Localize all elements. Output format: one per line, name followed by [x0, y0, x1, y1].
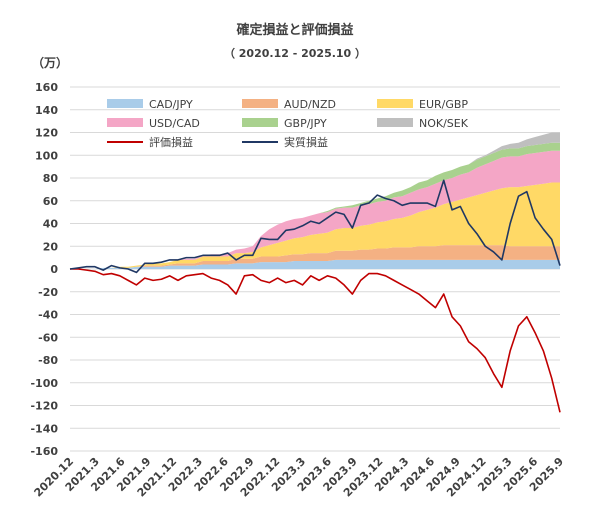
- chart-title: 確定損益と評価損益: [236, 22, 353, 38]
- legend: CAD/JPY AUD/NZD EUR/GBP USD/CAD GBP/JPY NOK/S…: [107, 98, 469, 149]
- area-series-usd-cad: [70, 150, 560, 269]
- area-series-aud-nzd: [70, 245, 560, 269]
- y-tick-label: -60: [38, 331, 58, 344]
- legend-swatch: [107, 99, 143, 108]
- y-tick-label: 120: [35, 127, 58, 140]
- legend-label: GBP/JPY: [284, 117, 327, 130]
- line-series-unrealized: [70, 268, 561, 413]
- y-axis-unit-label: （万）: [32, 55, 68, 70]
- y-tick-label: 80: [43, 172, 59, 185]
- legend-label: CAD/JPY: [149, 98, 193, 111]
- y-tick-label: -140: [30, 422, 58, 435]
- y-tick-label: -120: [30, 400, 58, 413]
- legend-label: USD/CAD: [149, 117, 200, 130]
- legend-label: 実質損益: [284, 135, 328, 149]
- gridlines: [70, 86, 560, 452]
- x-tick-labels: 2020.122021.32021.62021.92021.122022.320…: [31, 455, 566, 500]
- legend-swatch: [377, 118, 413, 127]
- legend-swatch: [377, 99, 413, 108]
- legend-item: NOK/SEK: [377, 117, 469, 130]
- y-tick-label: 60: [43, 195, 59, 208]
- y-tick-label: 20: [43, 240, 59, 253]
- stacked-areas: [70, 132, 560, 269]
- y-tick-label: -20: [38, 286, 58, 299]
- y-tick-label: 140: [35, 104, 58, 117]
- legend-label: 評価損益: [149, 135, 193, 149]
- legend-label: AUD/NZD: [284, 98, 336, 111]
- y-tick-label: 160: [35, 81, 58, 94]
- y-tick-label: 40: [43, 218, 59, 231]
- line-series-realized: [69, 179, 561, 274]
- legend-swatch: [242, 99, 278, 108]
- legend-item: 実質損益: [242, 135, 328, 149]
- line-series: [69, 179, 561, 413]
- y-tick-label: -80: [38, 354, 58, 367]
- area-series-nok-sek: [70, 132, 560, 269]
- legend-item: CAD/JPY: [107, 98, 193, 111]
- area-series-cad-jpy: [70, 259, 560, 269]
- area-series-eur-gbp: [70, 182, 560, 269]
- legend-item: 評価損益: [107, 135, 193, 149]
- chart-subtitle: （ 2020.12 - 2025.10 ）: [224, 47, 366, 60]
- y-tick-label: -40: [38, 309, 58, 322]
- legend-item: AUD/NZD: [242, 98, 336, 111]
- legend-swatch: [242, 118, 278, 127]
- y-tick-label: -160: [30, 445, 58, 458]
- area-series-gbp-jpy: [70, 142, 560, 269]
- legend-label: EUR/GBP: [419, 98, 468, 111]
- legend-swatch: [107, 118, 143, 127]
- y-tick-label: 0: [50, 263, 58, 276]
- y-tick-label: -100: [30, 377, 58, 390]
- legend-label: NOK/SEK: [419, 117, 469, 130]
- legend-item: EUR/GBP: [377, 98, 468, 111]
- y-tick-labels: 160 140 120 100 80 60 40 20 0 -20 -40 -60 -80 -100 -12…: [30, 81, 58, 458]
- legend-item: GBP/JPY: [242, 117, 327, 130]
- legend-item: USD/CAD: [107, 117, 200, 130]
- y-tick-label: 100: [35, 149, 58, 162]
